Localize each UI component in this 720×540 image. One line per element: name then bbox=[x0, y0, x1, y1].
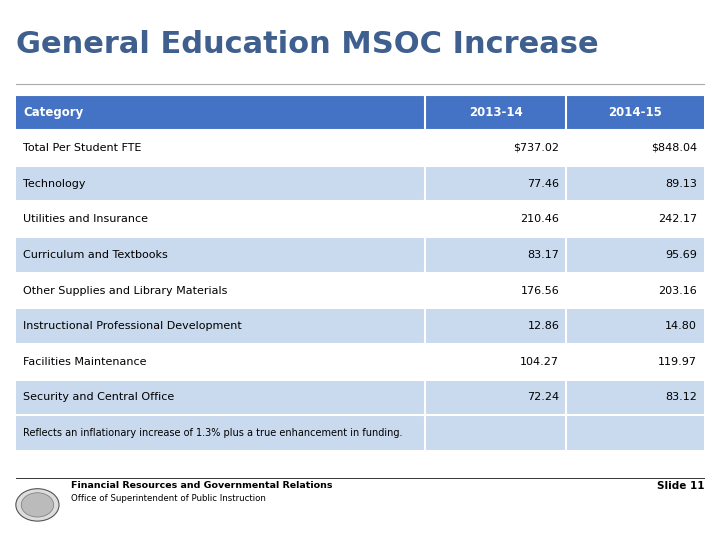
Bar bbox=[16, 94, 426, 130]
Bar bbox=[16, 308, 426, 344]
Text: $848.04: $848.04 bbox=[651, 143, 697, 153]
Text: Technology: Technology bbox=[23, 179, 86, 188]
Text: General Education MSOC Increase: General Education MSOC Increase bbox=[16, 30, 598, 59]
Text: Curriculum and Textbooks: Curriculum and Textbooks bbox=[23, 250, 168, 260]
Text: 210.46: 210.46 bbox=[521, 214, 559, 224]
Text: 77.46: 77.46 bbox=[527, 179, 559, 188]
Circle shape bbox=[22, 492, 53, 517]
Bar bbox=[16, 273, 426, 308]
Text: 2014-15: 2014-15 bbox=[608, 106, 662, 119]
Text: Financial Resources and Governmental Relations: Financial Resources and Governmental Rel… bbox=[71, 481, 332, 490]
Text: Utilities and Insurance: Utilities and Insurance bbox=[23, 214, 148, 224]
Bar bbox=[16, 130, 426, 166]
Bar bbox=[567, 237, 704, 273]
Bar bbox=[426, 166, 567, 201]
Text: Category: Category bbox=[23, 106, 84, 119]
Bar bbox=[567, 166, 704, 201]
Bar bbox=[426, 130, 567, 166]
Text: 72.24: 72.24 bbox=[527, 393, 559, 402]
Text: 2013-14: 2013-14 bbox=[469, 106, 523, 119]
Bar bbox=[16, 166, 426, 201]
Text: 176.56: 176.56 bbox=[521, 286, 559, 295]
Text: 12.86: 12.86 bbox=[528, 321, 559, 331]
Text: Reflects an inflationary increase of 1.3% plus a true enhancement in funding.: Reflects an inflationary increase of 1.3… bbox=[23, 428, 402, 438]
Bar bbox=[426, 273, 567, 308]
Bar bbox=[567, 308, 704, 344]
Bar bbox=[426, 380, 567, 415]
Bar bbox=[567, 344, 704, 380]
Text: Total Per Student FTE: Total Per Student FTE bbox=[23, 143, 141, 153]
Text: 89.13: 89.13 bbox=[665, 179, 697, 188]
Text: 242.17: 242.17 bbox=[658, 214, 697, 224]
Text: Slide 11: Slide 11 bbox=[657, 481, 704, 491]
Bar bbox=[426, 94, 567, 130]
Text: 83.17: 83.17 bbox=[528, 250, 559, 260]
Text: Other Supplies and Library Materials: Other Supplies and Library Materials bbox=[23, 286, 228, 295]
Text: Facilities Maintenance: Facilities Maintenance bbox=[23, 357, 147, 367]
Text: 119.97: 119.97 bbox=[658, 357, 697, 367]
Bar bbox=[567, 130, 704, 166]
Bar bbox=[567, 201, 704, 237]
Bar bbox=[16, 344, 426, 380]
Bar bbox=[567, 94, 704, 130]
Bar bbox=[16, 237, 426, 273]
Text: 14.80: 14.80 bbox=[665, 321, 697, 331]
Text: 83.12: 83.12 bbox=[665, 393, 697, 402]
Bar bbox=[567, 380, 704, 415]
Bar bbox=[426, 201, 567, 237]
Text: $737.02: $737.02 bbox=[513, 143, 559, 153]
Text: 104.27: 104.27 bbox=[521, 357, 559, 367]
Bar bbox=[426, 308, 567, 344]
Circle shape bbox=[16, 489, 59, 521]
Bar bbox=[16, 380, 426, 415]
Bar bbox=[567, 273, 704, 308]
Bar bbox=[426, 344, 567, 380]
Text: 203.16: 203.16 bbox=[658, 286, 697, 295]
Bar bbox=[426, 237, 567, 273]
Text: Instructional Professional Development: Instructional Professional Development bbox=[23, 321, 242, 331]
Text: Office of Superintendent of Public Instruction: Office of Superintendent of Public Instr… bbox=[71, 494, 266, 503]
Text: Security and Central Office: Security and Central Office bbox=[23, 393, 174, 402]
Text: 95.69: 95.69 bbox=[665, 250, 697, 260]
Bar bbox=[16, 201, 426, 237]
Bar bbox=[16, 415, 704, 451]
